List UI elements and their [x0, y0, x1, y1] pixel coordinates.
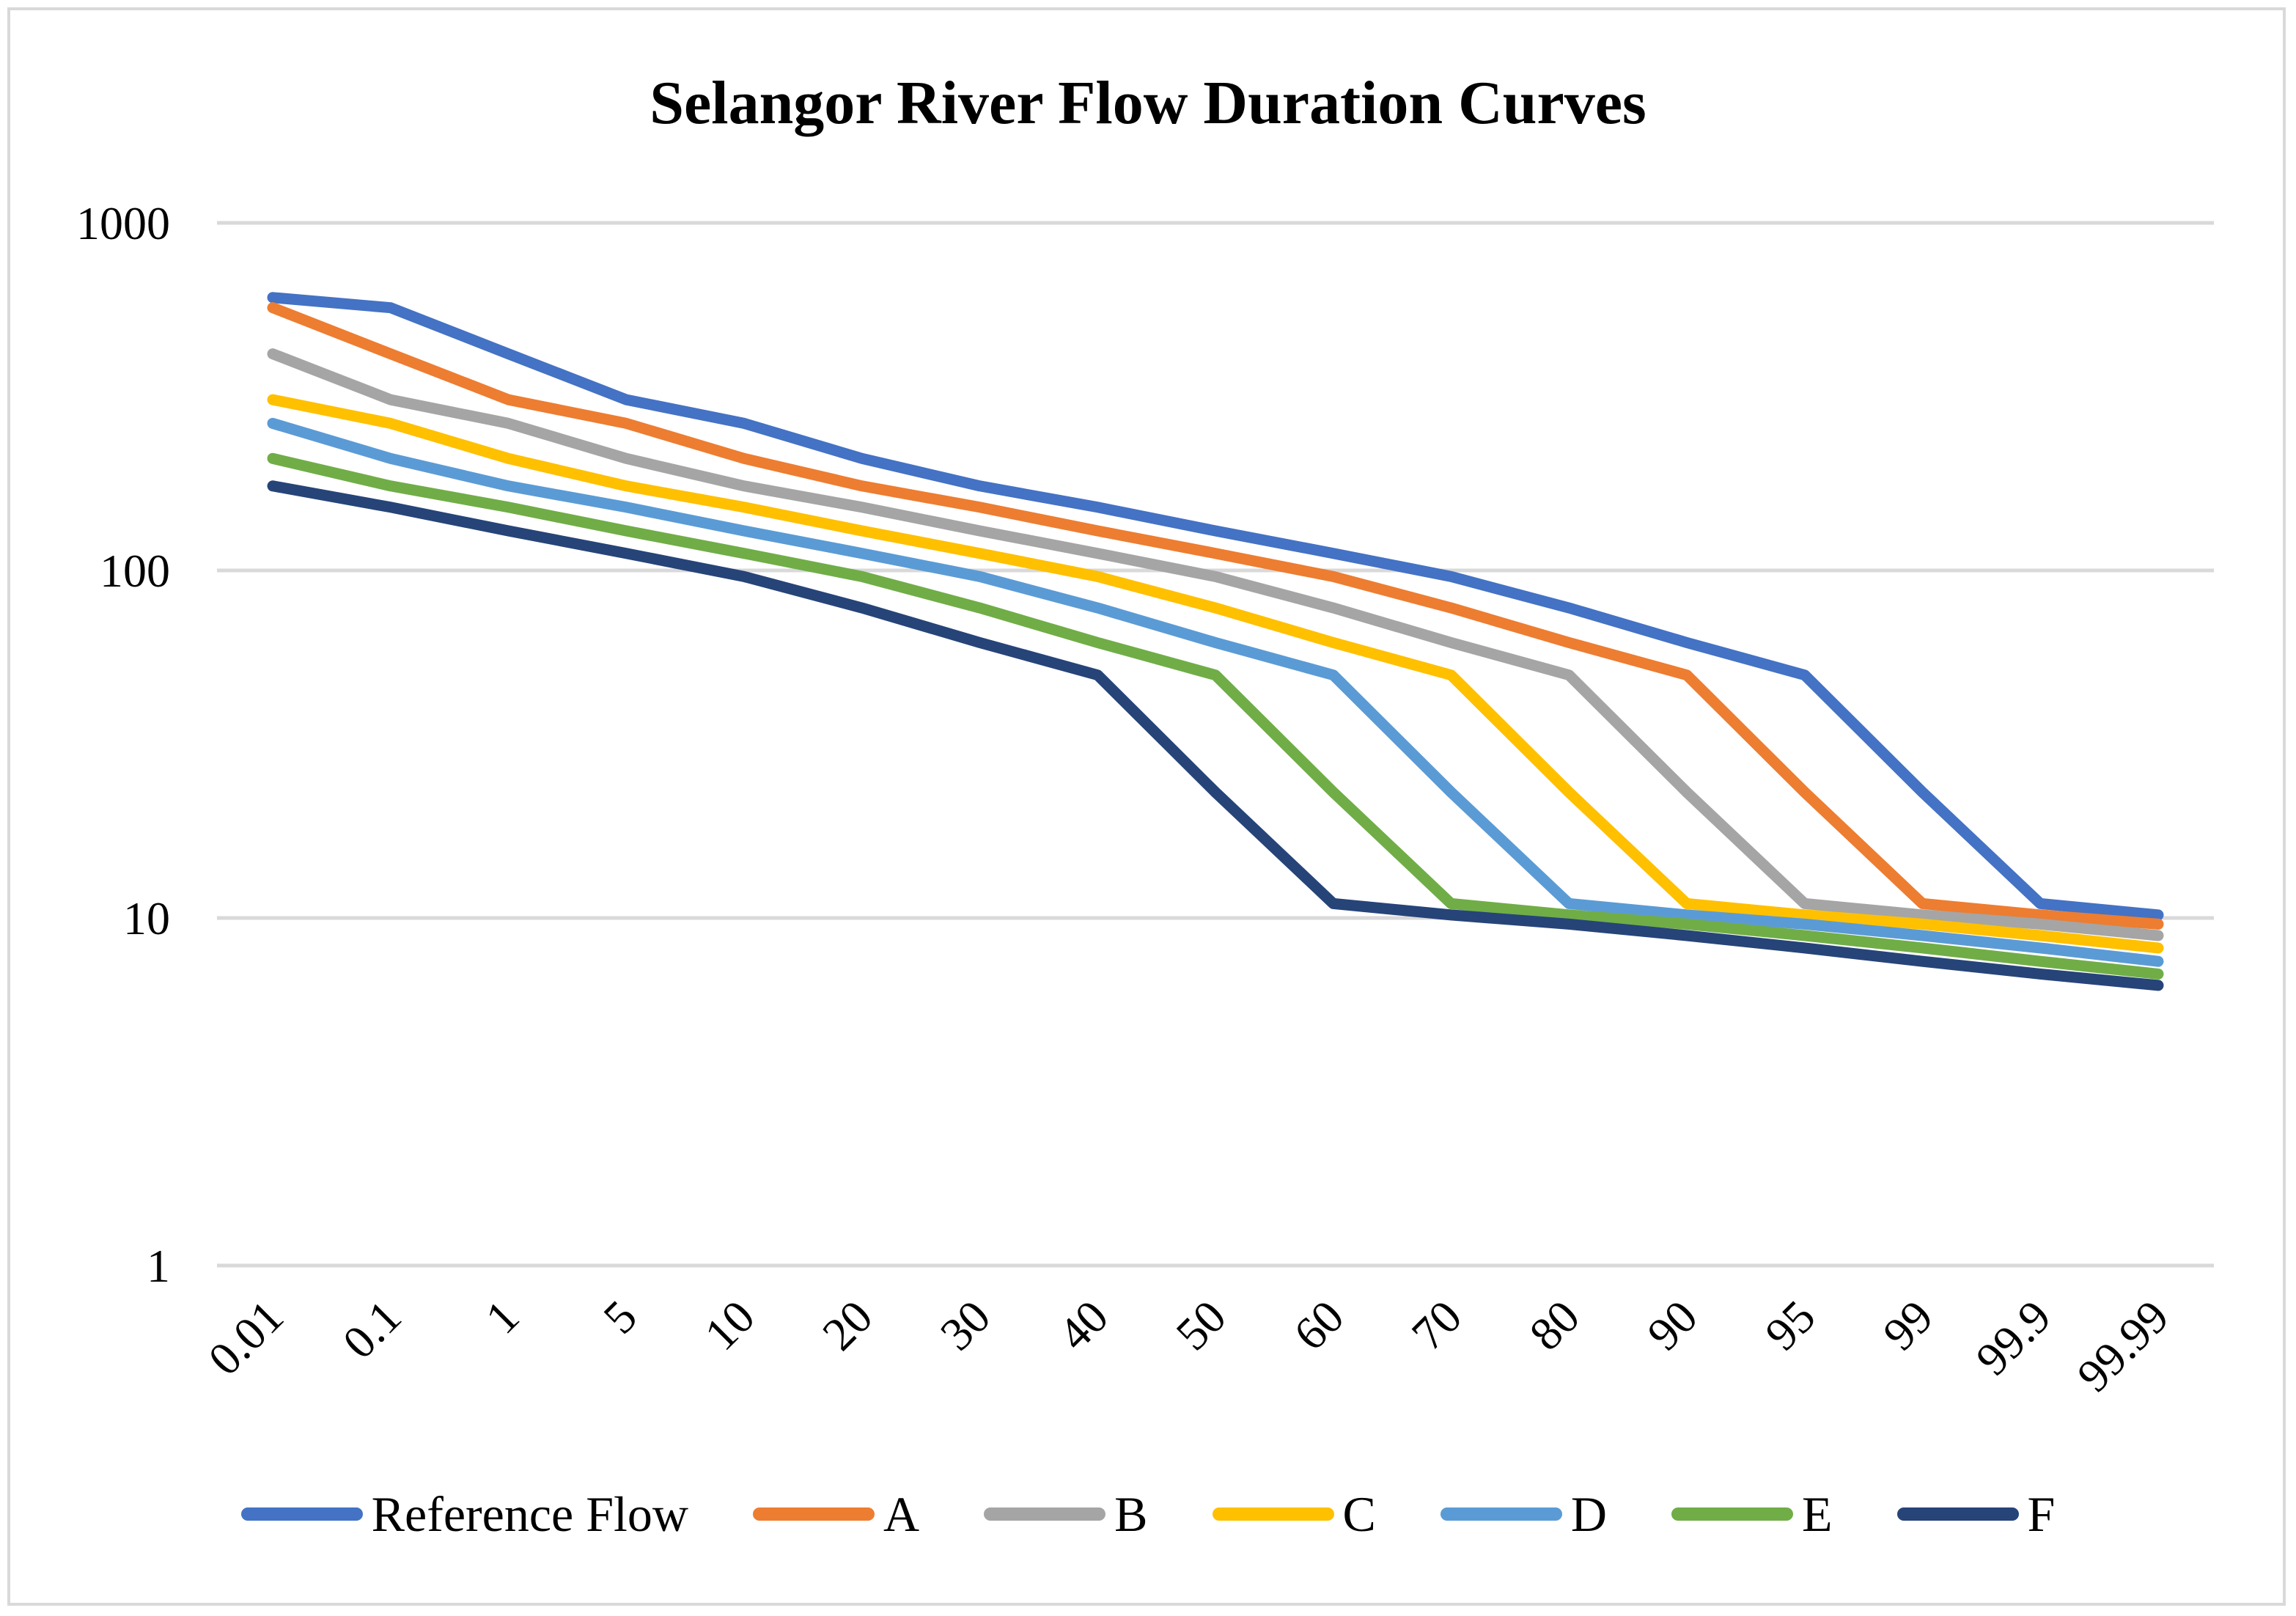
y-tick-label: 100 — [100, 545, 170, 597]
y-tick-label: 1 — [147, 1240, 170, 1292]
series-line-c — [267, 394, 2164, 954]
legend-swatch — [1440, 1507, 1562, 1521]
chart-frame — [7, 7, 2286, 1606]
legend-label: D — [1570, 1485, 1607, 1542]
legend-swatch — [1212, 1507, 1334, 1521]
x-tick-label: 60 — [1284, 1290, 1353, 1360]
x-tick-label: 20 — [812, 1290, 882, 1360]
legend-swatch — [1671, 1507, 1793, 1521]
series-line-reference-flow — [267, 292, 2164, 921]
x-tick-label: 50 — [1166, 1290, 1235, 1360]
x-tick-label: 30 — [930, 1290, 1000, 1360]
x-tick-label: 99 — [1873, 1290, 1943, 1360]
x-tick-label: 95 — [1755, 1290, 1825, 1360]
x-tick-label: 99.99 — [2067, 1290, 2179, 1402]
x-tick-label: 10 — [694, 1290, 764, 1360]
x-tick-label: 1 — [476, 1290, 529, 1344]
legend-item: D — [1440, 1485, 1607, 1543]
chart-legend: Reference Flow A B C D E F — [0, 1481, 2296, 1547]
x-tick-label: 5 — [593, 1290, 647, 1344]
legend-item: C — [1212, 1485, 1376, 1543]
chart-title: Selangor River Flow Duration Curves — [650, 69, 1646, 137]
series-line-d — [267, 417, 2164, 967]
legend-label: E — [1801, 1485, 1833, 1542]
legend-item: F — [1896, 1485, 2056, 1543]
series-line-f — [267, 480, 2164, 991]
x-tick-label: 70 — [1402, 1290, 1471, 1360]
series-line-e — [267, 452, 2164, 980]
legend-label: Reference Flow — [371, 1485, 689, 1542]
legend-item: Reference Flow — [240, 1485, 689, 1543]
legend-label: A — [883, 1485, 920, 1542]
legend-item: B — [984, 1485, 1148, 1543]
legend-item: E — [1671, 1485, 1833, 1543]
legend-swatch — [753, 1507, 875, 1521]
x-tick-label: 0.01 — [198, 1290, 292, 1385]
legend-swatch — [984, 1507, 1106, 1521]
y-tick-label: 10 — [123, 892, 170, 944]
legend-swatch — [240, 1507, 363, 1521]
legend-label: F — [2027, 1485, 2056, 1542]
x-tick-label: 90 — [1637, 1290, 1707, 1360]
x-tick-label: 40 — [1048, 1290, 1118, 1360]
legend-label: B — [1114, 1485, 1148, 1542]
legend-label: C — [1342, 1485, 1376, 1542]
y-tick-label: 1000 — [76, 197, 170, 249]
series-line-b — [267, 348, 2164, 941]
legend-swatch — [1896, 1507, 2019, 1521]
legend-item: A — [753, 1485, 919, 1543]
series-line-a — [267, 302, 2164, 930]
x-tick-label: 0.1 — [333, 1290, 411, 1369]
x-tick-label: 80 — [1520, 1290, 1589, 1360]
x-tick-label: 99.9 — [1966, 1290, 2061, 1385]
